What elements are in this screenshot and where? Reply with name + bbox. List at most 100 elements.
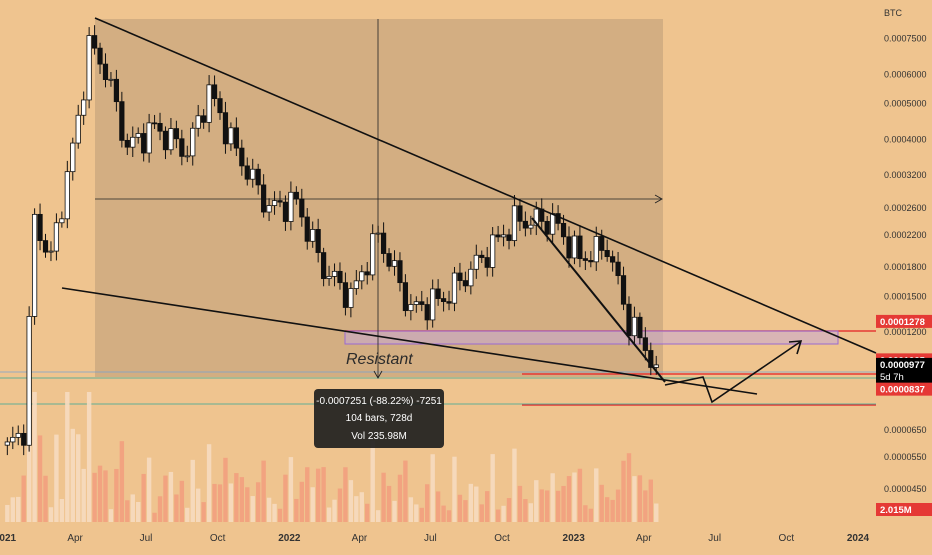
candle[interactable] <box>468 261 474 295</box>
candle[interactable] <box>195 104 201 137</box>
candle[interactable] <box>484 246 490 277</box>
candle[interactable] <box>430 279 436 328</box>
candle[interactable] <box>457 262 463 291</box>
candle[interactable] <box>173 120 179 149</box>
candle[interactable] <box>326 265 332 286</box>
candle[interactable] <box>522 211 528 237</box>
candle[interactable] <box>555 205 561 231</box>
candle[interactable] <box>604 239 610 262</box>
candle[interactable] <box>479 250 485 264</box>
candle[interactable] <box>37 203 43 251</box>
candle[interactable] <box>506 228 512 250</box>
candle[interactable] <box>271 191 278 215</box>
candle[interactable] <box>642 327 648 361</box>
candle[interactable] <box>304 208 310 250</box>
candle[interactable] <box>342 272 349 316</box>
candle[interactable] <box>97 42 103 74</box>
candle[interactable] <box>190 122 196 166</box>
projection-path[interactable] <box>664 341 801 404</box>
candle[interactable] <box>53 213 60 261</box>
candle[interactable] <box>321 247 327 287</box>
candle[interactable] <box>102 53 109 88</box>
candle[interactable] <box>440 291 447 312</box>
candle[interactable] <box>637 312 643 345</box>
candle[interactable] <box>408 294 414 321</box>
candle[interactable] <box>48 241 54 262</box>
candle[interactable] <box>70 137 76 181</box>
candle[interactable] <box>255 163 261 195</box>
candle[interactable] <box>331 263 338 287</box>
candle[interactable] <box>615 251 621 285</box>
candle[interactable] <box>64 160 70 229</box>
candle[interactable] <box>266 198 272 222</box>
candle[interactable] <box>124 133 130 156</box>
resistant-annotation[interactable]: Resistant <box>346 351 413 368</box>
candle[interactable] <box>348 282 354 318</box>
candle[interactable] <box>32 208 38 325</box>
candle[interactable] <box>15 425 21 446</box>
candle[interactable] <box>386 248 392 272</box>
candle[interactable] <box>211 75 218 107</box>
candle[interactable] <box>119 91 125 148</box>
candle[interactable] <box>359 265 365 290</box>
candle[interactable] <box>282 195 289 231</box>
candle[interactable] <box>86 27 92 109</box>
candle[interactable] <box>26 306 32 452</box>
candle[interactable] <box>370 224 376 281</box>
time-axis[interactable]: 2021 Apr Jul Oct 2022 Apr Jul Oct 2023 Apr Jul Oct 2… <box>0 533 870 544</box>
candle[interactable] <box>162 126 169 160</box>
candle[interactable] <box>446 290 452 311</box>
trendline-steep[interactable] <box>531 217 666 383</box>
candle[interactable] <box>261 174 267 218</box>
candle[interactable] <box>528 215 534 235</box>
candle[interactable] <box>239 139 245 176</box>
candle[interactable] <box>337 262 343 290</box>
candle[interactable] <box>495 225 501 242</box>
candle[interactable] <box>217 91 223 120</box>
candle[interactable] <box>517 199 523 232</box>
candle[interactable] <box>141 123 147 162</box>
candle[interactable] <box>42 233 49 258</box>
candle[interactable] <box>631 306 638 344</box>
price-axis[interactable]: BTC 0.0007500 0.0006000 0.0005000 0.0004000… <box>884 8 927 494</box>
candle[interactable] <box>397 252 403 292</box>
candle[interactable] <box>299 188 305 227</box>
trendline-upper[interactable] <box>94 17 877 354</box>
candle[interactable] <box>206 75 212 133</box>
candle[interactable] <box>244 157 250 186</box>
candle[interactable] <box>610 250 616 272</box>
candle[interactable] <box>288 181 294 231</box>
candle[interactable] <box>108 71 114 87</box>
candle[interactable] <box>490 227 496 277</box>
candle[interactable] <box>130 126 136 158</box>
candle[interactable] <box>560 214 567 245</box>
candle[interactable] <box>353 270 359 295</box>
candle[interactable] <box>593 226 599 271</box>
candle[interactable] <box>157 112 163 141</box>
candle[interactable] <box>375 225 381 243</box>
candle[interactable] <box>91 25 98 55</box>
candle[interactable] <box>222 101 229 154</box>
candle[interactable] <box>419 290 425 312</box>
candle[interactable] <box>577 225 583 268</box>
candle[interactable] <box>571 230 578 265</box>
candle[interactable] <box>21 424 27 456</box>
candle[interactable] <box>391 250 398 276</box>
candle[interactable] <box>511 194 518 247</box>
candle[interactable] <box>201 109 207 129</box>
candle[interactable] <box>113 69 119 112</box>
candle[interactable] <box>151 114 158 130</box>
candle[interactable] <box>473 244 479 279</box>
candle[interactable] <box>277 190 283 208</box>
trendline-lower[interactable] <box>61 287 758 395</box>
candle[interactable] <box>402 274 409 317</box>
candle[interactable] <box>168 117 174 155</box>
candle[interactable] <box>81 91 87 125</box>
candle[interactable] <box>228 122 234 151</box>
candle[interactable] <box>10 426 16 450</box>
candle[interactable] <box>146 113 152 163</box>
candle[interactable] <box>566 226 572 268</box>
candle[interactable] <box>250 158 256 188</box>
candle[interactable] <box>588 251 594 268</box>
